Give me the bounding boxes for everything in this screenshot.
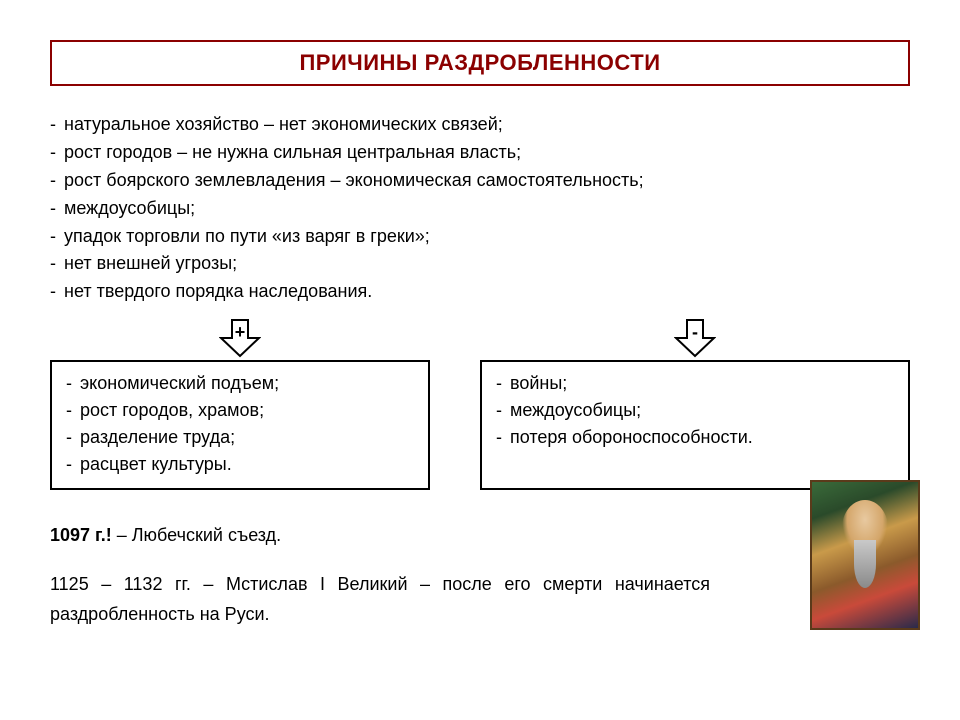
cause-text: рост боярского землевладения – экономиче… bbox=[64, 167, 644, 195]
footer-text: 1097 г.! – Любечский съезд. 1125 – 1132 … bbox=[50, 520, 710, 630]
result-boxes: -экономический подъем; -рост городов, хр… bbox=[50, 360, 910, 490]
footer-year-bold: 1097 г.! bbox=[50, 525, 112, 545]
positive-text: расцвет культуры. bbox=[80, 451, 232, 478]
cause-item: -нет твердого порядка наследования. bbox=[50, 278, 910, 306]
negative-text: войны; bbox=[510, 370, 567, 397]
arrow-right-col: - bbox=[480, 318, 910, 358]
positive-text: разделение труда; bbox=[80, 424, 235, 451]
negatives-box: -войны; -междоусобицы; -потеря обороносп… bbox=[480, 360, 910, 490]
cause-item: -упадок торговли по пути «из варяг в гре… bbox=[50, 223, 910, 251]
negative-text: потеря обороноспособности. bbox=[510, 424, 753, 451]
arrows-row: + - bbox=[50, 318, 910, 358]
arrow-plus-label: + bbox=[235, 322, 246, 343]
cause-item: -рост городов – не нужна сильная централ… bbox=[50, 139, 910, 167]
positives-box: -экономический подъем; -рост городов, хр… bbox=[50, 360, 430, 490]
down-arrow-icon: - bbox=[674, 318, 716, 358]
slide: ПРИЧИНЫ РАЗДРОБЛЕННОСТИ -натуральное хоз… bbox=[0, 0, 960, 720]
cause-text: нет твердого порядка наследования. bbox=[64, 278, 372, 306]
portrait-image bbox=[810, 480, 920, 630]
positive-item: -рост городов, храмов; bbox=[66, 397, 414, 424]
arrow-left-col: + bbox=[50, 318, 430, 358]
negative-item: -междоусобицы; bbox=[496, 397, 894, 424]
cause-text: нет внешней угрозы; bbox=[64, 250, 237, 278]
cause-item: -рост боярского землевладения – экономич… bbox=[50, 167, 910, 195]
positive-text: рост городов, храмов; bbox=[80, 397, 264, 424]
cause-item: -междоусобицы; bbox=[50, 195, 910, 223]
positive-text: экономический подъем; bbox=[80, 370, 279, 397]
arrow-minus-label: - bbox=[692, 322, 698, 343]
slide-title: ПРИЧИНЫ РАЗДРОБЛЕННОСТИ bbox=[299, 50, 660, 75]
positive-item: -разделение труда; bbox=[66, 424, 414, 451]
cause-text: упадок торговли по пути «из варяг в грек… bbox=[64, 223, 430, 251]
cause-text: натуральное хозяйство – нет экономически… bbox=[64, 111, 503, 139]
positive-item: -экономический подъем; bbox=[66, 370, 414, 397]
cause-item: -натуральное хозяйство – нет экономическ… bbox=[50, 111, 910, 139]
cause-item: -нет внешней угрозы; bbox=[50, 250, 910, 278]
footer-line2: 1125 – 1132 гг. – Мстислав I Великий – п… bbox=[50, 569, 710, 630]
footer-line1-rest: – Любечский съезд. bbox=[112, 525, 281, 545]
cause-text: междоусобицы; bbox=[64, 195, 195, 223]
negative-item: -войны; bbox=[496, 370, 894, 397]
footer-area: 1097 г.! – Любечский съезд. 1125 – 1132 … bbox=[50, 520, 910, 630]
negative-text: междоусобицы; bbox=[510, 397, 641, 424]
down-arrow-icon: + bbox=[219, 318, 261, 358]
footer-line1: 1097 г.! – Любечский съезд. bbox=[50, 520, 710, 551]
causes-list: -натуральное хозяйство – нет экономическ… bbox=[50, 111, 910, 306]
cause-text: рост городов – не нужна сильная централь… bbox=[64, 139, 521, 167]
negative-item: -потеря обороноспособности. bbox=[496, 424, 894, 451]
positive-item: -расцвет культуры. bbox=[66, 451, 414, 478]
title-box: ПРИЧИНЫ РАЗДРОБЛЕННОСТИ bbox=[50, 40, 910, 86]
